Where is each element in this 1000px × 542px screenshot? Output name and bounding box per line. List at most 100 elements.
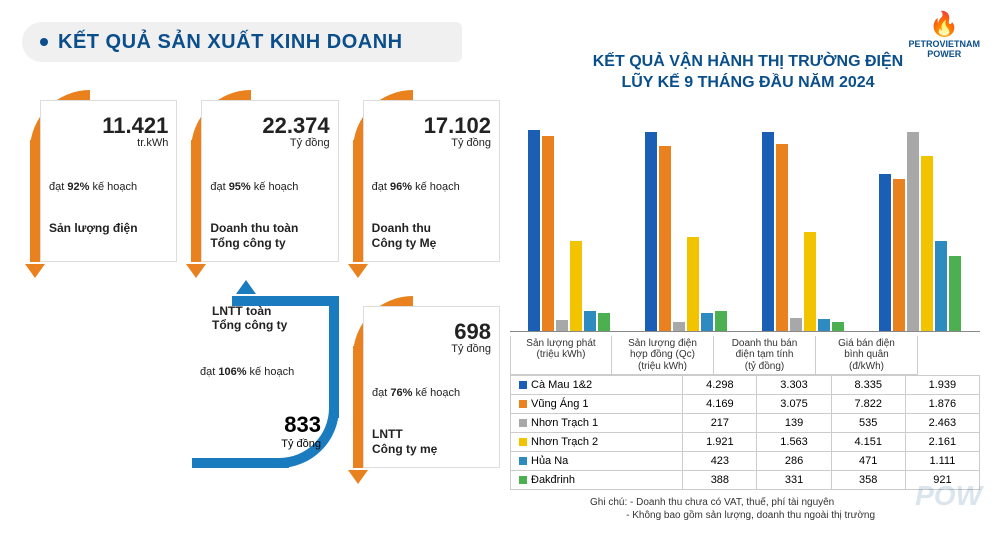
legend-square-icon [519, 381, 527, 389]
kpi-label: Doanh thuCông ty Mẹ [372, 221, 491, 251]
chart-bar [673, 322, 685, 330]
header-dot-icon [40, 38, 48, 46]
table-row: Cà Mau 1&2 4.2983.3038.3351.939 [511, 376, 980, 395]
legend-square-icon [519, 476, 527, 484]
kpi-label: Doanh thu toànTổng công ty [210, 221, 329, 251]
table-cell: 3.075 [757, 395, 831, 414]
chart-bar [645, 132, 657, 330]
table-cell: 4.151 [831, 433, 905, 452]
chart-group-label: Doanh thu bánđiện tạm tính(tỷ đồng) [714, 336, 816, 376]
kpi-value: 833 [284, 412, 321, 438]
table-cell: 535 [831, 414, 905, 433]
kpi-value: 17.102 [372, 113, 491, 139]
market-results-panel: KẾT QUẢ VẬN HÀNH THỊ TRƯỜNG ĐIỆNLŨY KẾ 9… [510, 52, 986, 522]
bar-group [869, 132, 971, 331]
table-cell: 7.822 [831, 395, 905, 414]
kpi-unit: Tỷ đồng [281, 438, 321, 450]
kpi-plan: đạt 95% kế hoạch [210, 181, 329, 193]
chart-bar [687, 237, 699, 331]
bar-group [752, 132, 854, 331]
kpi-cards-section: 11.421 tr.kWh đạt 92% kế hoạch Sản lượng… [30, 90, 500, 468]
table-cell: 4.169 [683, 395, 757, 414]
page-title: KẾT QUẢ SẢN XUẤT KINH DOANH [58, 31, 403, 54]
chart-bar [935, 241, 947, 331]
table-cell: 3.303 [757, 376, 831, 395]
chart-bar [762, 132, 774, 331]
flame-icon: 🔥 [908, 10, 980, 39]
chart-bar [598, 313, 610, 331]
chart-x-labels: Sản lượng phát(triệu kWh)Sản lượng điệnh… [510, 336, 980, 376]
chart-bar [542, 136, 554, 331]
chart-bar [584, 311, 596, 331]
chart-bar [949, 256, 961, 330]
chart-bar [893, 179, 905, 331]
kpi-label: LNTT toànTổng công ty [212, 304, 332, 333]
bar-group [635, 132, 737, 330]
chart-group-label: Sản lượng điệnhợp đồng (Qc)(triệu kWh) [612, 336, 714, 376]
kpi-card: 11.421 tr.kWh đạt 92% kế hoạch Sản lượng… [30, 90, 177, 262]
table-cell: 423 [683, 452, 757, 471]
table-cell: 1.563 [757, 433, 831, 452]
table-cell: 8.335 [831, 376, 905, 395]
chart-bar [921, 156, 933, 331]
chart-bar [879, 174, 891, 331]
kpi-plan: đạt 76% kế hoạch [372, 387, 491, 399]
data-table: Cà Mau 1&2 4.2983.3038.3351.939 Vũng Áng… [510, 375, 980, 490]
table-cell: 358 [831, 471, 905, 490]
table-cell: 1.939 [905, 376, 979, 395]
chart-bar [790, 318, 802, 331]
table-row: Vũng Áng 1 4.1693.0757.8221.876 [511, 395, 980, 414]
kpi-card-lntt-me: 698 Tỷ đồng đạt 76% kế hoạch LNTTCông ty… [353, 296, 500, 468]
table-cell: 331 [757, 471, 831, 490]
kpi-plan: đạt 96% kế hoạch [372, 181, 491, 193]
kpi-card: 17.102 Tỷ đồng đạt 96% kế hoạch Doanh th… [353, 90, 500, 262]
kpi-plan: đạt 92% kế hoạch [49, 181, 168, 193]
table-row: Nhơn Trạch 1 2171395352.463 [511, 414, 980, 433]
table-row: Đakđrinh 388331358921 [511, 471, 980, 490]
chart-bar [818, 319, 830, 330]
kpi-card-lntt-toan: LNTT toànTổng công ty đạt 106% kế hoạch … [192, 296, 339, 468]
page-header: KẾT QUẢ SẢN XUẤT KINH DOANH [22, 22, 462, 62]
chart-bar [570, 241, 582, 331]
table-cell: 1.876 [905, 395, 979, 414]
chart-bar [528, 130, 540, 331]
chart-bar [907, 132, 919, 331]
bar-group [518, 130, 620, 331]
table-row: Nhơn Trạch 2 1.9211.5634.1512.161 [511, 433, 980, 452]
chart-bar [701, 313, 713, 330]
table-cell: 286 [757, 452, 831, 471]
kpi-value: 698 [372, 319, 491, 345]
table-row: Hủa Na 4232864711.111 [511, 452, 980, 471]
chart-bar [804, 232, 816, 331]
grouped-bar-chart [510, 112, 980, 332]
kpi-label: Sản lượng điện [49, 221, 168, 236]
legend-square-icon [519, 419, 527, 427]
chart-bar [715, 311, 727, 331]
table-cell: 2.463 [905, 414, 979, 433]
chart-bar [832, 322, 844, 331]
kpi-plan: đạt 106% kế hoạch [200, 366, 321, 378]
legend-square-icon [519, 438, 527, 446]
legend-square-icon [519, 457, 527, 465]
kpi-value: 22.374 [210, 113, 329, 139]
legend-square-icon [519, 400, 527, 408]
table-cell: 1.111 [905, 452, 979, 471]
table-cell: 471 [831, 452, 905, 471]
kpi-value: 11.421 [49, 113, 168, 139]
chart-group-label: Giá bán điệnbình quân(đ/kWh) [816, 336, 918, 376]
kpi-card: 22.374 Tỷ đồng đạt 95% kế hoạch Doanh th… [191, 90, 338, 262]
table-cell: 1.921 [683, 433, 757, 452]
table-cell: 139 [757, 414, 831, 433]
table-cell: 388 [683, 471, 757, 490]
chart-title: KẾT QUẢ VẬN HÀNH THỊ TRƯỜNG ĐIỆNLŨY KẾ 9… [510, 52, 986, 94]
chart-group-label: Sản lượng phát(triệu kWh) [510, 336, 612, 376]
chart-bar [776, 144, 788, 331]
chart-bar [556, 320, 568, 330]
table-cell: 4.298 [683, 376, 757, 395]
kpi-unit: Tỷ đồng [372, 343, 491, 355]
chart-bar [659, 146, 671, 331]
watermark: POW [915, 480, 982, 512]
table-cell: 217 [683, 414, 757, 433]
kpi-label: LNTTCông ty mẹ [372, 427, 491, 457]
table-cell: 2.161 [905, 433, 979, 452]
